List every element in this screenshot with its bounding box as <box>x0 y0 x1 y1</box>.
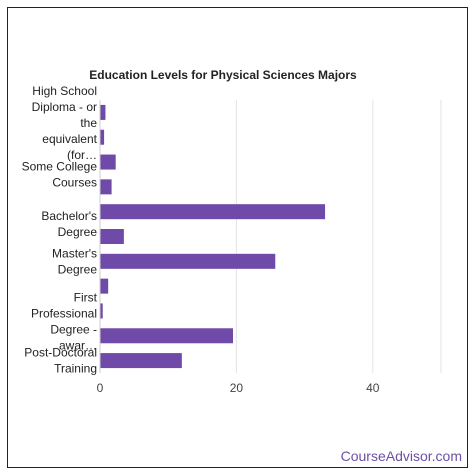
bar[interactable] <box>100 104 106 120</box>
x-tick-label: 0 <box>97 381 104 395</box>
x-tick-label: 20 <box>230 381 244 395</box>
category-label: High School Diploma - or the equivalent (for… <box>32 84 98 162</box>
chart-title: Education Levels for Physical Sciences M… <box>89 68 357 82</box>
category-label: Master's Degree <box>52 246 97 276</box>
bar[interactable] <box>100 129 105 145</box>
category-label: Some College Courses <box>22 159 98 189</box>
bar[interactable] <box>100 154 116 170</box>
brand-link[interactable]: CourseAdvisor.com <box>340 448 462 464</box>
x-tick-label: 40 <box>366 381 380 395</box>
category-label: Bachelor's Degree <box>41 209 97 239</box>
bar[interactable] <box>100 179 112 195</box>
bar[interactable] <box>100 253 276 269</box>
bar[interactable] <box>100 278 109 294</box>
bar[interactable] <box>100 303 103 319</box>
chart-frame <box>7 7 468 468</box>
bar[interactable] <box>100 328 233 344</box>
category-label: First Professional Degree -awar… <box>31 290 98 352</box>
bar[interactable] <box>100 204 326 220</box>
bar[interactable] <box>100 353 182 369</box>
category-label: Post-Doctoral Training <box>24 346 97 376</box>
bar[interactable] <box>100 229 124 244</box>
